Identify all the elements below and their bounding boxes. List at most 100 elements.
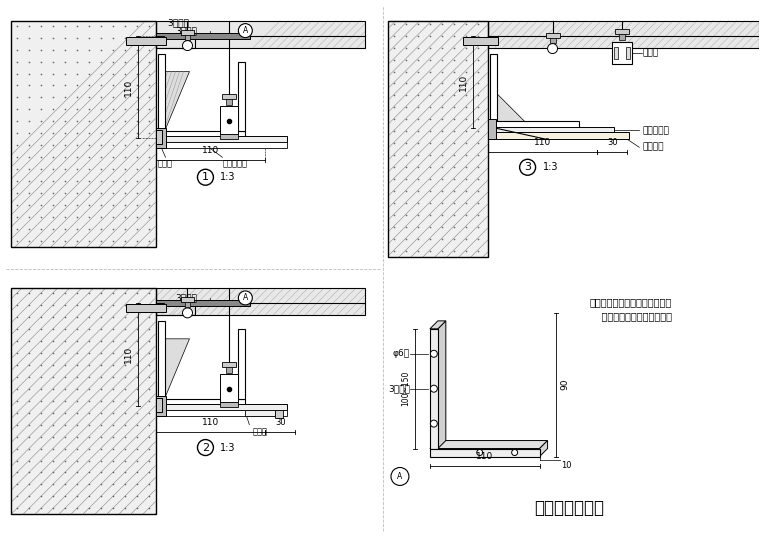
Bar bbox=[488, 119, 496, 139]
Polygon shape bbox=[430, 321, 446, 329]
Text: A: A bbox=[242, 26, 248, 35]
Text: 10: 10 bbox=[562, 461, 572, 470]
Text: 110: 110 bbox=[202, 418, 219, 426]
Circle shape bbox=[511, 449, 518, 455]
Circle shape bbox=[239, 291, 252, 305]
Bar bbox=[614, 47, 619, 59]
Bar bbox=[181, 297, 195, 302]
Bar bbox=[156, 33, 250, 39]
Text: 30: 30 bbox=[607, 139, 618, 147]
Bar bbox=[223, 95, 236, 99]
Bar bbox=[223, 362, 236, 367]
Circle shape bbox=[391, 468, 409, 485]
Polygon shape bbox=[540, 440, 547, 456]
Bar bbox=[616, 28, 629, 34]
Text: 主龙骨: 主龙骨 bbox=[642, 48, 658, 57]
Text: 铝护角: 铝护角 bbox=[158, 160, 173, 169]
Bar bbox=[619, 34, 625, 40]
Bar bbox=[156, 38, 195, 48]
Text: 铝护角: 铝护角 bbox=[252, 427, 268, 436]
Bar bbox=[156, 303, 163, 310]
Bar bbox=[156, 35, 163, 42]
Text: 注：窗帘盒所用板材，应按建筑: 注：窗帘盒所用板材，应按建筑 bbox=[590, 297, 672, 307]
Bar bbox=[156, 398, 162, 412]
Text: 防火设计要求，进行调整。: 防火设计要求，进行调整。 bbox=[590, 311, 673, 321]
Bar bbox=[430, 329, 438, 448]
Bar bbox=[125, 304, 166, 312]
Circle shape bbox=[477, 449, 483, 455]
Polygon shape bbox=[165, 71, 189, 132]
Text: 3厚钢板: 3厚钢板 bbox=[388, 384, 410, 393]
Bar bbox=[546, 33, 559, 38]
Text: φ6孔: φ6孔 bbox=[393, 349, 410, 358]
Bar bbox=[239, 62, 245, 132]
Bar bbox=[226, 99, 233, 105]
Bar bbox=[156, 130, 162, 144]
Bar bbox=[185, 302, 191, 307]
Bar bbox=[388, 20, 488, 257]
Text: 1:3: 1:3 bbox=[220, 442, 236, 453]
Text: 90: 90 bbox=[561, 379, 569, 390]
Bar bbox=[156, 38, 195, 48]
Bar bbox=[220, 374, 239, 402]
Text: 3厚钢板: 3厚钢板 bbox=[167, 18, 189, 27]
Circle shape bbox=[430, 385, 437, 392]
Bar bbox=[245, 410, 275, 416]
Bar bbox=[181, 30, 195, 34]
Text: 吊顶窗帘盒安装: 吊顶窗帘盒安装 bbox=[534, 499, 604, 517]
Bar bbox=[489, 54, 497, 128]
Bar bbox=[613, 41, 632, 63]
Bar bbox=[388, 20, 488, 257]
Circle shape bbox=[182, 308, 192, 318]
Bar bbox=[220, 106, 239, 134]
Circle shape bbox=[430, 350, 437, 357]
Circle shape bbox=[198, 440, 214, 455]
Text: 2: 2 bbox=[202, 442, 209, 453]
Bar bbox=[185, 34, 191, 40]
Bar bbox=[157, 404, 287, 410]
Circle shape bbox=[182, 41, 192, 50]
Text: 3: 3 bbox=[524, 162, 531, 172]
Text: 1:3: 1:3 bbox=[543, 162, 558, 172]
Text: A: A bbox=[242, 293, 248, 302]
Text: 细木工板: 细木工板 bbox=[642, 143, 663, 152]
Circle shape bbox=[239, 24, 252, 38]
Bar bbox=[157, 136, 287, 142]
Circle shape bbox=[520, 159, 536, 175]
Bar bbox=[156, 305, 195, 315]
Bar bbox=[220, 134, 239, 139]
Bar bbox=[11, 20, 156, 247]
Polygon shape bbox=[165, 339, 189, 398]
Bar bbox=[626, 47, 630, 59]
Bar bbox=[11, 20, 156, 247]
Bar bbox=[156, 20, 365, 48]
Polygon shape bbox=[438, 321, 446, 448]
Bar bbox=[489, 127, 614, 132]
Text: 纸面石膏板: 纸面石膏板 bbox=[642, 126, 670, 135]
Text: 纸面石膏板: 纸面石膏板 bbox=[223, 160, 248, 169]
Bar bbox=[157, 54, 165, 139]
Bar bbox=[430, 448, 540, 456]
Bar bbox=[157, 398, 245, 405]
Bar bbox=[239, 329, 245, 398]
Bar bbox=[11, 288, 156, 514]
Bar bbox=[463, 37, 498, 45]
Text: 3厚钢板: 3厚钢板 bbox=[176, 293, 198, 302]
Text: A: A bbox=[397, 472, 403, 481]
Circle shape bbox=[430, 420, 437, 427]
Bar bbox=[275, 410, 283, 418]
Bar bbox=[156, 128, 166, 148]
Bar bbox=[220, 402, 239, 407]
Text: 100~150: 100~150 bbox=[401, 371, 410, 407]
Polygon shape bbox=[430, 440, 547, 448]
Bar bbox=[156, 396, 166, 416]
Bar bbox=[156, 305, 195, 315]
Bar bbox=[156, 288, 365, 315]
Bar bbox=[157, 142, 287, 148]
Text: 30: 30 bbox=[275, 418, 286, 426]
Bar bbox=[11, 288, 156, 514]
Circle shape bbox=[198, 169, 214, 185]
Bar bbox=[157, 321, 165, 405]
Bar bbox=[156, 20, 365, 48]
Text: 110: 110 bbox=[476, 453, 493, 461]
